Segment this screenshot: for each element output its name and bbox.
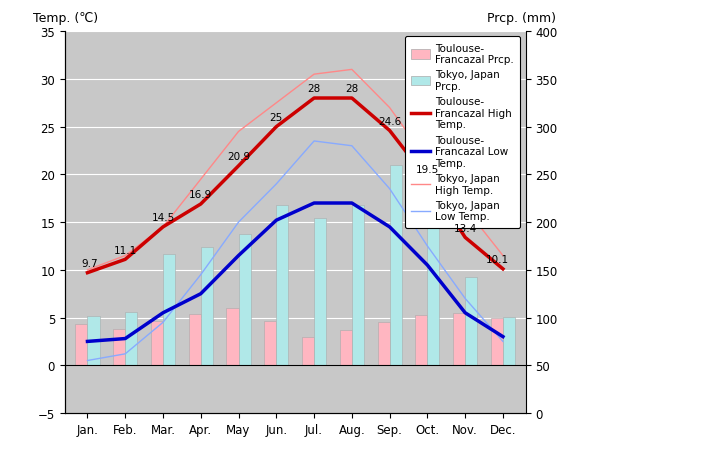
Toulouse-
Francazal High
Temp. (272, 124, 281, 130)
Text: 24.6: 24.6 (378, 117, 401, 126)
Text: 11.1: 11.1 (114, 245, 137, 255)
Text: 19.5: 19.5 (415, 165, 439, 175)
Bar (352, 206, 364, 365)
Toulouse-
Francazal Low
Temp. (499, 334, 508, 340)
Line: Toulouse-
Francazal Low
Temp.: Toulouse- Francazal Low Temp. (87, 204, 503, 341)
Toulouse-
Francazal High
Temp. (385, 129, 394, 134)
Tokyo, Japan
Low Temp. (461, 296, 469, 302)
Tokyo, Japan
High Temp. (272, 101, 281, 106)
Tokyo, Japan
Low Temp. (423, 244, 432, 249)
Bar (428, 177, 439, 365)
Text: 9.7: 9.7 (82, 258, 99, 269)
Bar (377, 323, 390, 365)
Bar (227, 308, 238, 365)
Bar (340, 330, 352, 365)
Bar (163, 254, 175, 365)
Toulouse-
Francazal Low
Temp. (348, 201, 356, 207)
Toulouse-
Francazal Low
Temp. (385, 224, 394, 230)
Text: 28: 28 (307, 84, 320, 94)
Bar (314, 219, 326, 365)
Tokyo, Japan
High Temp. (461, 206, 469, 211)
Toulouse-
Francazal High
Temp. (121, 257, 130, 263)
Tokyo, Japan
High Temp. (310, 72, 318, 78)
Bar (453, 313, 465, 365)
Tokyo, Japan
Low Temp. (83, 358, 91, 364)
Toulouse-
Francazal Low
Temp. (272, 218, 281, 224)
Bar (125, 312, 138, 365)
Toulouse-
Francazal High
Temp. (158, 224, 167, 230)
Tokyo, Japan
High Temp. (499, 253, 508, 259)
Toulouse-
Francazal High
Temp. (423, 177, 432, 183)
Tokyo, Japan
High Temp. (158, 224, 167, 230)
Bar (276, 206, 289, 365)
Bar (76, 325, 87, 365)
Toulouse-
Francazal High
Temp. (310, 96, 318, 101)
Bar (151, 322, 163, 365)
Legend: Toulouse-
Francazal Prcp., Tokyo, Japan
Prcp., Toulouse-
Francazal High
Temp., T: Toulouse- Francazal Prcp., Tokyo, Japan … (405, 37, 521, 228)
Tokyo, Japan
High Temp. (348, 67, 356, 73)
Tokyo, Japan
Low Temp. (197, 272, 205, 278)
Bar (390, 165, 402, 365)
Text: 14.5: 14.5 (151, 213, 175, 223)
Toulouse-
Francazal Low
Temp. (423, 263, 432, 268)
Text: 16.9: 16.9 (189, 190, 212, 200)
Tokyo, Japan
Low Temp. (121, 351, 130, 357)
Tokyo, Japan
Low Temp. (385, 186, 394, 192)
Toulouse-
Francazal High
Temp. (348, 96, 356, 101)
Toulouse-
Francazal Low
Temp. (461, 310, 469, 316)
Tokyo, Japan
High Temp. (385, 106, 394, 111)
Toulouse-
Francazal Low
Temp. (197, 291, 205, 297)
Bar (491, 318, 503, 365)
Bar (189, 314, 201, 365)
Line: Toulouse-
Francazal High
Temp.: Toulouse- Francazal High Temp. (87, 99, 503, 273)
Tokyo, Japan
High Temp. (83, 268, 91, 273)
Text: 10.1: 10.1 (485, 255, 508, 264)
Bar (238, 234, 251, 365)
Toulouse-
Francazal Low
Temp. (158, 310, 167, 316)
Bar (465, 277, 477, 365)
Toulouse-
Francazal High
Temp. (461, 235, 469, 241)
Bar (201, 247, 213, 365)
Bar (503, 317, 515, 365)
Text: 20.9: 20.9 (227, 151, 250, 162)
Tokyo, Japan
Low Temp. (348, 144, 356, 149)
Bar (302, 337, 314, 365)
Tokyo, Japan
High Temp. (121, 253, 130, 259)
Text: 13.4: 13.4 (454, 223, 477, 233)
Toulouse-
Francazal High
Temp. (197, 202, 205, 207)
Bar (415, 315, 428, 365)
Tokyo, Japan
High Temp. (234, 129, 243, 135)
Text: 28: 28 (345, 84, 359, 94)
Toulouse-
Francazal Low
Temp. (234, 253, 243, 259)
Line: Tokyo, Japan
High Temp.: Tokyo, Japan High Temp. (87, 70, 503, 270)
Toulouse-
Francazal Low
Temp. (83, 339, 91, 344)
Bar (264, 322, 276, 365)
Tokyo, Japan
Low Temp. (310, 139, 318, 145)
Tokyo, Japan
Low Temp. (272, 182, 281, 187)
Line: Tokyo, Japan
Low Temp.: Tokyo, Japan Low Temp. (87, 142, 503, 361)
Tokyo, Japan
High Temp. (197, 177, 205, 183)
Tokyo, Japan
Low Temp. (158, 320, 167, 325)
Text: Temp. (℃): Temp. (℃) (32, 11, 98, 24)
Tokyo, Japan
High Temp. (423, 158, 432, 163)
Text: Prcp. (mm): Prcp. (mm) (487, 11, 556, 24)
Toulouse-
Francazal Low
Temp. (121, 336, 130, 341)
Toulouse-
Francazal High
Temp. (234, 164, 243, 169)
Toulouse-
Francazal High
Temp. (83, 270, 91, 276)
Bar (113, 329, 125, 365)
Bar (87, 316, 99, 365)
Tokyo, Japan
Low Temp. (499, 339, 508, 344)
Toulouse-
Francazal High
Temp. (499, 267, 508, 272)
Tokyo, Japan
Low Temp. (234, 220, 243, 225)
Text: 25: 25 (270, 112, 283, 123)
Toulouse-
Francazal Low
Temp. (310, 201, 318, 207)
